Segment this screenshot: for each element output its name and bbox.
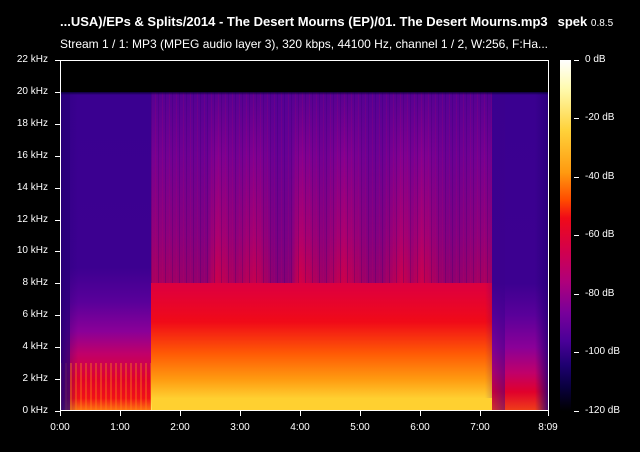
y-tick: 6 kHz xyxy=(0,309,60,321)
y-tick: 10 kHz xyxy=(0,245,60,257)
x-tick: 7:00 xyxy=(460,411,500,433)
y-tick: 12 kHz xyxy=(0,214,60,226)
y-tick: 18 kHz xyxy=(0,118,60,130)
spectrogram-image xyxy=(60,92,549,411)
colorbar xyxy=(560,60,571,411)
file-path: ...USA)/EPs & Splits/2014 - The Desert M… xyxy=(60,14,548,29)
y-tick: 0 kHz xyxy=(0,405,60,417)
x-tick: 8:09 xyxy=(528,411,568,433)
x-tick: 3:00 xyxy=(220,411,260,433)
app-version: 0.8.5 xyxy=(590,18,614,29)
file-title: ...USA)/EPs & Splits/2014 - The Desert M… xyxy=(60,14,613,29)
stream-info: Stream 1 / 1: MP3 (MPEG audio layer 3), … xyxy=(60,37,549,51)
y-tick: 16 kHz xyxy=(0,150,60,162)
x-tick: 2:00 xyxy=(160,411,200,433)
x-tick: 6:00 xyxy=(400,411,440,433)
x-tick: 4:00 xyxy=(280,411,320,433)
y-tick: 14 kHz xyxy=(0,182,60,194)
x-tick: 0:00 xyxy=(40,411,80,433)
spectrogram-plot xyxy=(60,60,549,411)
y-tick: 2 kHz xyxy=(0,373,60,385)
x-tick: 1:00 xyxy=(100,411,140,433)
x-tick: 5:00 xyxy=(340,411,380,433)
app-name: spek xyxy=(557,14,588,29)
y-tick: 4 kHz xyxy=(0,341,60,353)
y-tick: 22 kHz xyxy=(0,54,60,66)
y-tick: 20 kHz xyxy=(0,86,60,98)
y-tick: 8 kHz xyxy=(0,277,60,289)
